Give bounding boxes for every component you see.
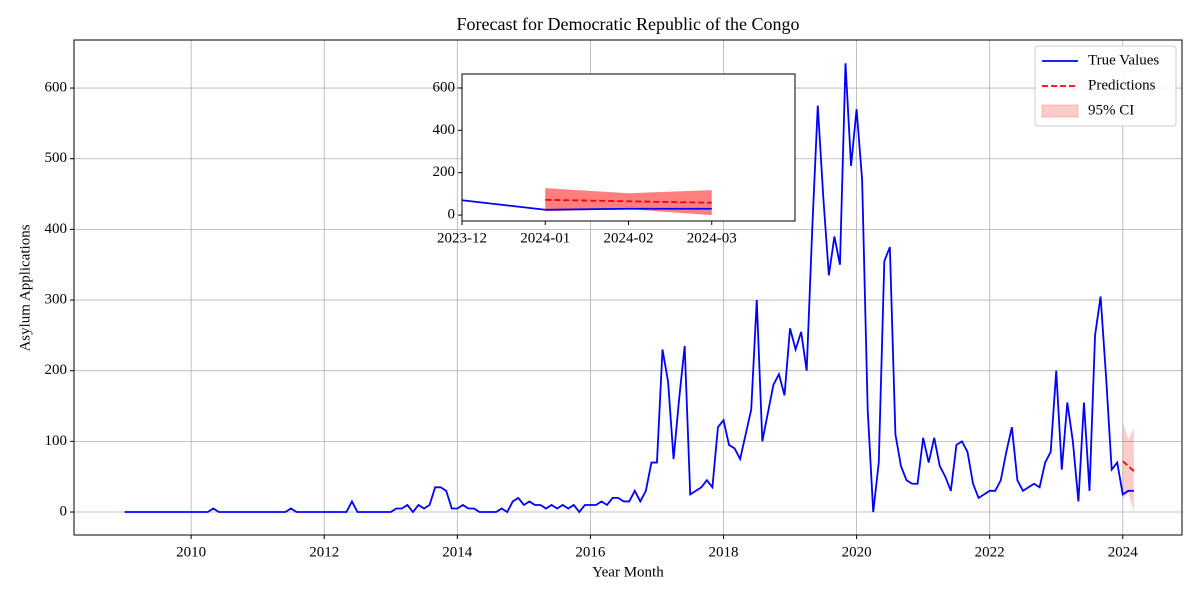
ci-band (1122, 422, 1134, 513)
legend-label: Predictions (1088, 77, 1156, 93)
plot-layer (462, 188, 712, 216)
legend: True Values Predictions 95% CI (1034, 45, 1177, 127)
inset-plot: 0 200 400 600 2023-12 2024-01 2024-02 2024-03 (433, 73, 796, 246)
x-tick-label: 2022 (975, 544, 1005, 560)
y-tick-label: 0 (448, 207, 456, 223)
y-tick-label: 500 (45, 150, 68, 166)
x-tick-label: 2012 (309, 544, 339, 560)
chart-title: Forecast for Democratic Republic of the … (457, 14, 800, 34)
legend-box (1034, 45, 1177, 127)
y-tick-label: 200 (433, 164, 456, 180)
x-tick-label: 2024-02 (604, 230, 654, 246)
plot-frame (73, 39, 1183, 536)
x-tick-label: 2020 (842, 544, 872, 560)
y-tick-label: 600 (433, 79, 456, 95)
y-tick-label: 400 (433, 122, 456, 138)
series-line (1122, 460, 1135, 472)
x-tick-label: 2024 (1108, 544, 1139, 560)
series-line (124, 63, 1134, 514)
x-tick-label: 2014 (442, 544, 473, 560)
plot-layer (124, 63, 1135, 514)
x-axis-label: Year Month (592, 564, 664, 580)
y-tick-label: 400 (45, 221, 68, 237)
y-tick-label: 300 (45, 291, 68, 307)
x-tick-label: 2010 (176, 544, 206, 560)
x-tick-label: 2023-12 (437, 230, 487, 246)
legend-swatch (1041, 104, 1079, 118)
series-line (545, 198, 712, 204)
y-tick-label: 0 (60, 503, 68, 519)
plot-frame (461, 73, 796, 222)
x-tick-label: 2024-01 (520, 230, 570, 246)
y-tick-label: 100 (45, 433, 68, 449)
x-tick-label: 2024-03 (687, 230, 737, 246)
x-tick-label: 2016 (575, 544, 606, 560)
x-tick-label: 2018 (708, 544, 738, 560)
y-axis-label: Asylum Applications (17, 224, 33, 351)
y-tick-label: 600 (45, 79, 68, 95)
legend-label: True Values (1088, 52, 1159, 68)
y-tick-label: 200 (45, 362, 68, 378)
legend-label: 95% CI (1088, 102, 1134, 118)
